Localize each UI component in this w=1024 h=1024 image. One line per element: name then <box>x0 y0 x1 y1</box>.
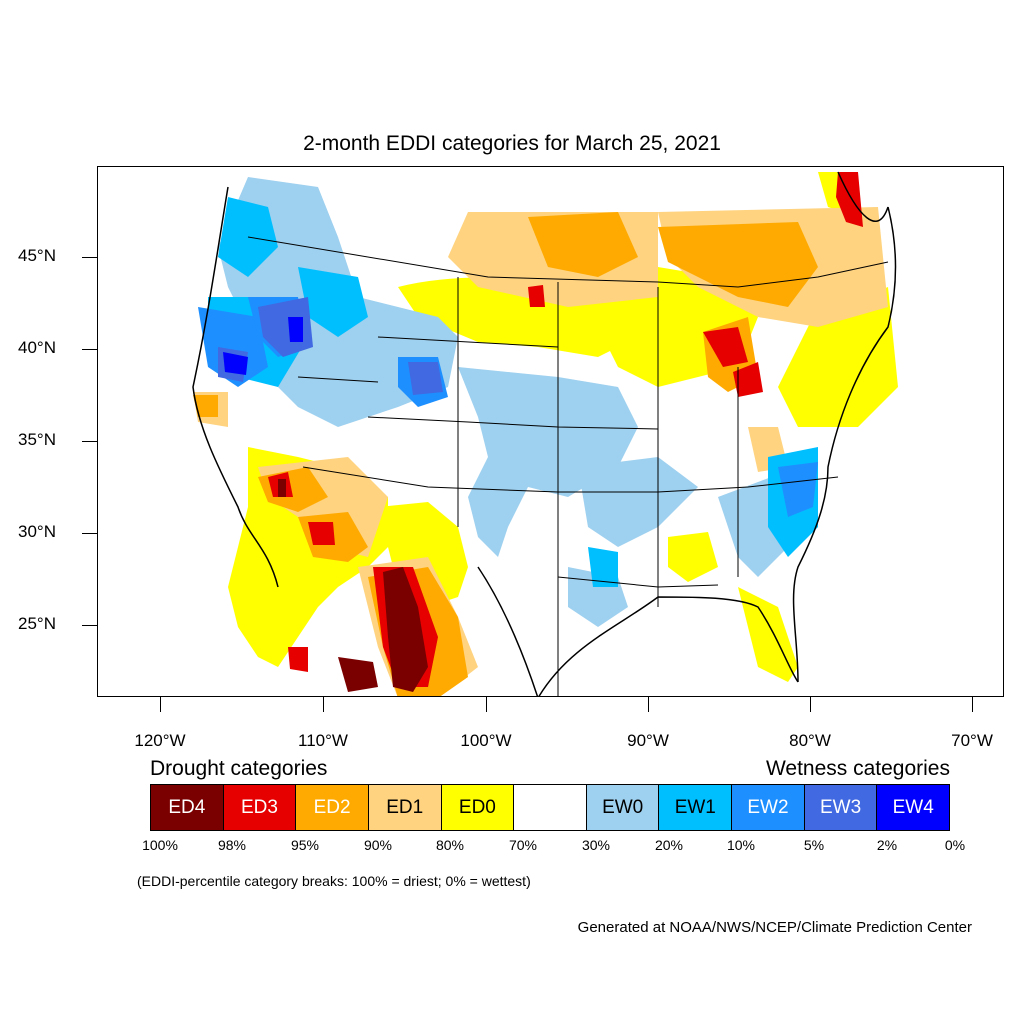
lon-label-90w: 90°W <box>627 731 669 750</box>
break-label: 20% <box>654 837 684 853</box>
lon-label-80w: 80°W <box>789 731 831 750</box>
lat-tick <box>82 257 97 258</box>
lon-tick <box>160 697 161 712</box>
lat-label-45n: 45°N <box>18 246 56 265</box>
legend-box-ed1: ED1 <box>368 785 442 830</box>
credit-text: Generated at NOAA/NWS/NCEP/Climate Predi… <box>577 919 972 936</box>
break-label: 10% <box>726 837 756 853</box>
ed4-regions <box>278 479 428 692</box>
ew4-regions <box>223 317 303 375</box>
legend-box-neutral <box>514 785 587 830</box>
coastlines <box>192 171 897 696</box>
lat-label-25n: 25°N <box>18 614 56 633</box>
percentile-note: (EDDI-percentile category breaks: 100% =… <box>137 873 531 889</box>
break-label: 30% <box>581 837 611 853</box>
map-title: 2-month EDDI categories for March 25, 20… <box>303 132 721 155</box>
lat-tick <box>82 625 97 626</box>
lat-tick <box>82 441 97 442</box>
legend-box-ed0: ED0 <box>441 785 515 830</box>
lat-label-40n: 40°N <box>18 338 56 357</box>
lon-label-120w: 120°W <box>134 731 186 750</box>
legend-box-ew4: EW4 <box>877 785 950 830</box>
legend-box-ew2: EW2 <box>732 785 805 830</box>
legend-box-ed4: ED4 <box>151 785 224 830</box>
break-label: 80% <box>435 837 465 853</box>
category-legend: ED4 ED3 ED2 ED1 ED0 EW0 EW1 EW2 EW3 EW4 <box>150 784 950 831</box>
lon-label-70w: 70°W <box>951 731 993 750</box>
break-label: 95% <box>290 837 320 853</box>
wetness-categories-title: Wetness categories <box>765 757 950 780</box>
lon-tick <box>323 697 324 712</box>
lat-label-35n: 35°N <box>18 430 56 449</box>
lon-tick <box>972 697 973 712</box>
lon-tick <box>810 697 811 712</box>
break-label: 5% <box>803 837 825 853</box>
lat-tick <box>82 533 97 534</box>
legend-box-ew0: EW0 <box>586 785 660 830</box>
lon-label-100w: 100°W <box>460 731 512 750</box>
break-label: 98% <box>217 837 247 853</box>
eddi-map <box>97 166 1004 697</box>
break-label: 100% <box>142 837 178 853</box>
lon-label-110w: 110°W <box>298 731 348 750</box>
break-label: 90% <box>363 837 393 853</box>
legend-box-ed2: ED2 <box>296 785 369 830</box>
lon-tick <box>486 697 487 712</box>
legend-box-ed3: ED3 <box>223 785 297 830</box>
break-label: 2% <box>876 837 898 853</box>
lat-label-30n: 30°N <box>18 522 56 541</box>
lat-tick <box>82 349 97 350</box>
lon-tick <box>648 697 649 712</box>
legend-box-ew1: EW1 <box>659 785 733 830</box>
legend-box-ew3: EW3 <box>804 785 878 830</box>
break-label: 0% <box>944 837 966 853</box>
state-boundaries <box>247 236 889 696</box>
drought-categories-title: Drought categories <box>150 757 328 780</box>
break-label: 70% <box>508 837 538 853</box>
